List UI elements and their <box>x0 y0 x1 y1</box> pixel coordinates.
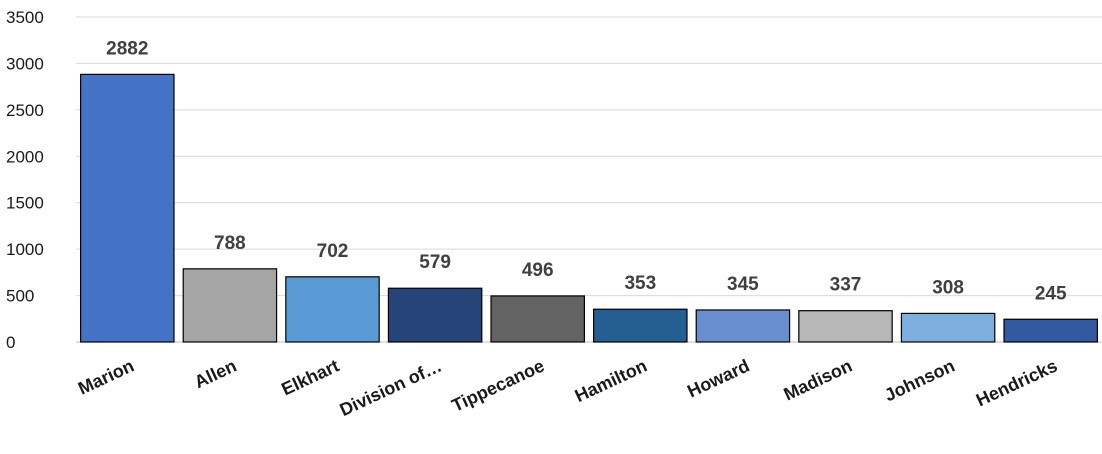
data-label: 496 <box>522 260 554 281</box>
x-tick-label: Allen <box>191 355 239 392</box>
bar <box>798 310 893 343</box>
y-tick-label: 3500 <box>6 8 44 27</box>
data-label: 345 <box>727 274 759 295</box>
data-label: 353 <box>624 273 656 294</box>
data-label: 702 <box>317 241 349 262</box>
bar <box>900 312 996 343</box>
data-labels: 2882 788 702 579 496 353 345 337 308 245 <box>106 38 1067 304</box>
x-tick-label: Madison <box>781 355 856 404</box>
y-tick-label: 1000 <box>6 240 44 259</box>
y-tick-label: 2500 <box>6 101 44 120</box>
y-tick-label: 1500 <box>6 194 44 213</box>
y-tick-label: 500 <box>6 287 34 306</box>
x-tick-label: Tippecanoe <box>449 355 548 415</box>
y-axis-tick-labels: 0 500 1000 1500 2000 2500 3000 3500 <box>6 8 44 352</box>
data-label: 788 <box>214 233 246 254</box>
x-tick-label: Johnson <box>881 355 957 405</box>
bar <box>695 309 791 343</box>
data-label: 245 <box>1035 283 1067 304</box>
x-tick-label: Division of… <box>337 355 445 420</box>
x-tick-label: Marion <box>75 355 137 398</box>
x-tick-label: Hamilton <box>572 355 650 406</box>
x-tick-label: Howard <box>684 355 752 401</box>
y-tick-label: 3000 <box>6 54 44 73</box>
y-tick-label: 0 <box>6 333 15 352</box>
x-tick-label: Elkhart <box>278 355 342 399</box>
data-label: 308 <box>932 277 964 298</box>
bar <box>1003 318 1098 343</box>
bar <box>80 73 175 343</box>
bar <box>182 268 278 343</box>
bar <box>387 287 483 343</box>
data-label: 337 <box>830 275 862 296</box>
y-tick-label: 2000 <box>6 147 44 166</box>
data-label: 579 <box>419 252 451 273</box>
bar <box>490 295 585 343</box>
x-tick-label: Hendricks <box>973 355 1060 410</box>
data-label: 2882 <box>106 38 148 59</box>
bars <box>80 73 1098 343</box>
bar <box>285 276 380 343</box>
bar <box>593 308 688 343</box>
